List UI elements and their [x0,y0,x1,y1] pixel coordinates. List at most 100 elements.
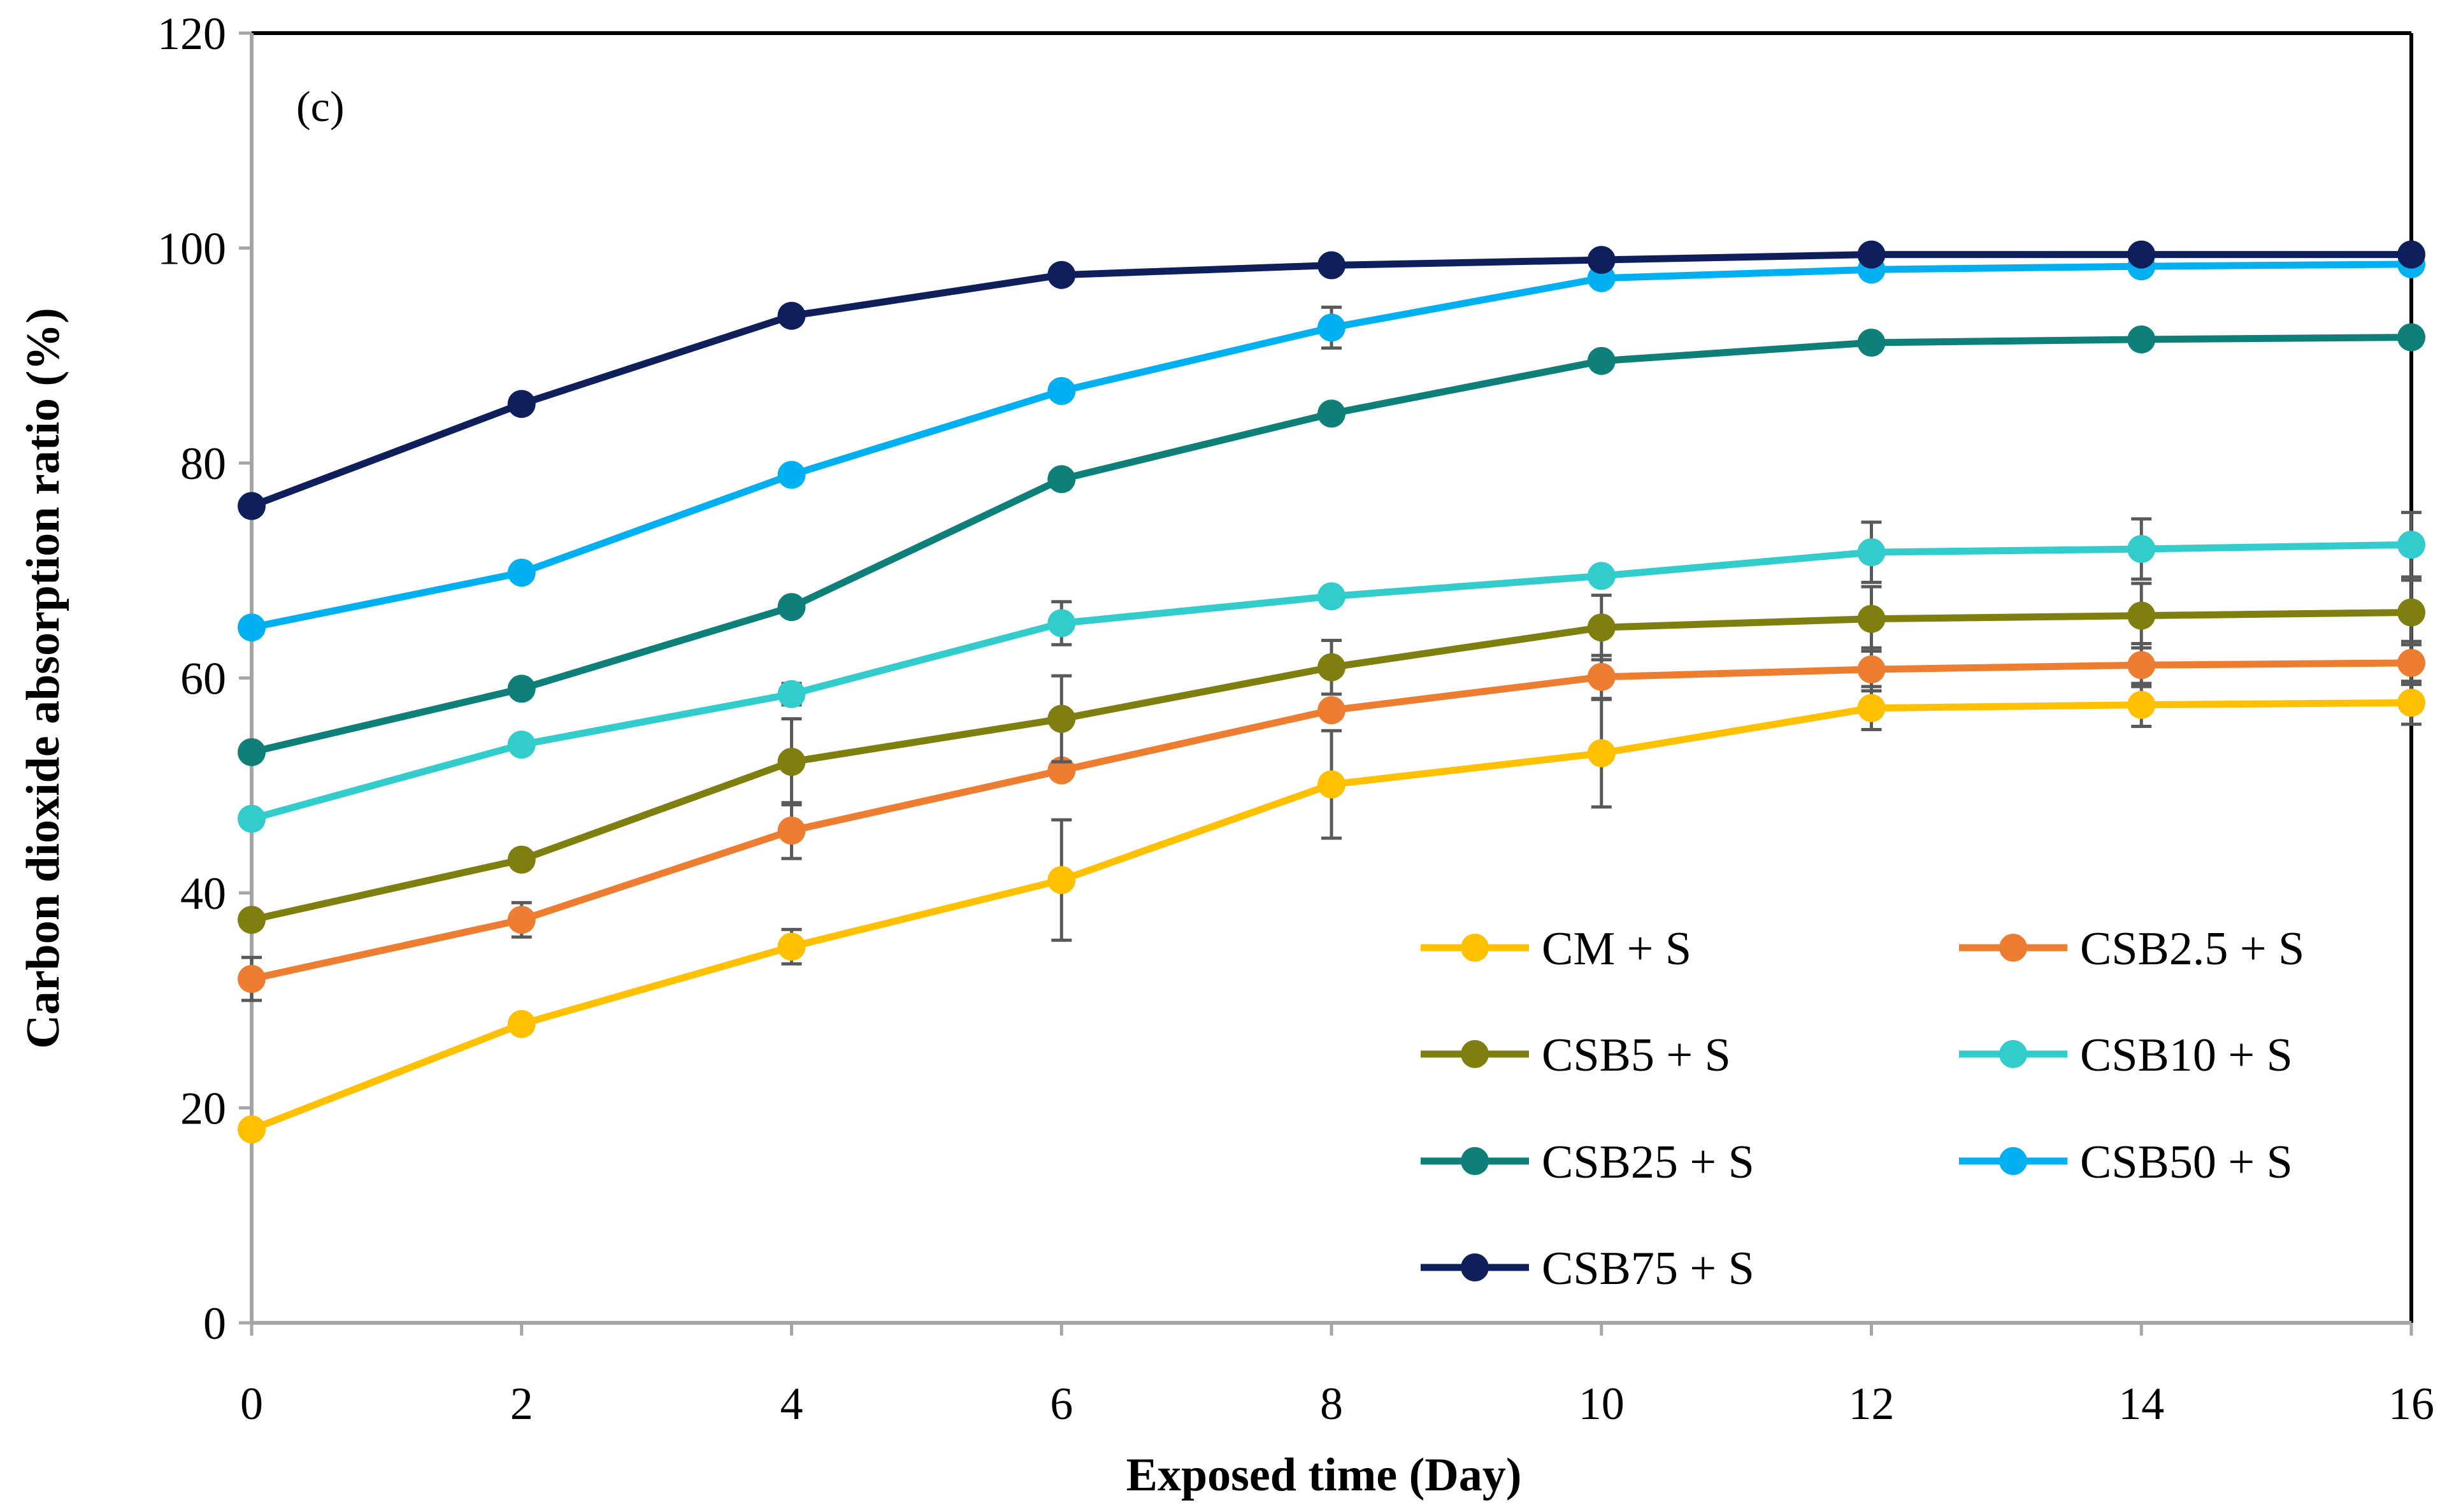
data-point [507,674,536,703]
data-point [777,817,806,845]
data-point [238,738,266,766]
legend-marker [1461,934,1489,962]
data-point [507,731,536,759]
data-point [507,845,536,874]
data-point [1317,313,1345,342]
data-point [1047,376,1076,405]
x-tick-label: 14 [2118,1378,2164,1429]
data-point [1857,538,1886,567]
legend-item: CSB2.5 + S [1959,923,2304,975]
y-tick-label: 100 [157,224,226,275]
legend-label: CSB10 + S [2080,1029,2293,1081]
data-point [238,492,266,520]
data-point [2397,323,2425,352]
legend-label: CSB25 + S [1542,1136,1755,1188]
data-point [1047,260,1076,289]
data-point [2397,688,2425,717]
legend-marker [1461,1147,1489,1175]
legend-label: CM + S [1542,923,1691,975]
data-point [2397,240,2425,269]
data-point [238,804,266,833]
data-point [1587,346,1616,375]
data-point [1587,562,1616,590]
y-tick-label: 80 [180,438,226,489]
data-point [1857,240,1886,269]
data-point [1587,739,1616,767]
data-point [2127,690,2156,719]
data-point [507,390,536,418]
data-point [777,301,806,330]
y-axis-ticks: 0 20 40 60 80 100 120 [157,8,252,1349]
x-tick-label: 10 [1579,1378,1625,1429]
data-point [777,932,806,961]
series-cm-s [238,680,2425,1144]
data-point [2127,240,2156,269]
legend-item: CSB10 + S [1959,1029,2293,1081]
y-tick-label: 0 [203,1298,226,1349]
data-point [1857,329,1886,357]
series-csb10-s [238,511,2425,833]
y-axis-title: Carbon dioxide absorption ratio (%) [17,308,69,1049]
data-point [238,1115,266,1144]
y-tick-label: 20 [180,1083,226,1134]
data-point [2397,531,2425,559]
data-point [1857,694,1886,722]
data-point [507,559,536,587]
x-axis-ticks: 0 2 4 6 8 10 12 14 16 [240,1323,2434,1429]
data-point [507,1009,536,1038]
legend-marker [1999,1147,2027,1175]
legend-item: CSB50 + S [1959,1136,2293,1188]
data-point [777,748,806,776]
data-point [2127,535,2156,563]
data-point [238,613,266,642]
x-tick-label: 16 [2388,1378,2434,1429]
legend-label: CSB50 + S [2080,1136,2293,1188]
data-point [1587,246,1616,275]
legend-label: CSB75 + S [1542,1243,1755,1295]
y-tick-label: 40 [180,868,226,919]
data-point [2397,648,2425,677]
x-tick-label: 12 [1849,1378,1895,1429]
legend-marker [1461,1253,1489,1281]
data-point [1857,655,1886,683]
data-point [1317,653,1345,681]
data-point [2127,325,2156,353]
series-csb25-s [238,323,2425,766]
legend-item: CSB75 + S [1421,1243,1755,1295]
legend-marker [1461,1040,1489,1068]
data-point [1587,613,1616,642]
data-point [1317,582,1345,611]
data-point [1317,770,1345,799]
x-tick-label: 6 [1050,1378,1073,1429]
data-point [238,965,266,993]
data-point [507,906,536,934]
data-point [1047,465,1076,494]
data-point [1317,251,1345,280]
data-point [1047,704,1076,733]
legend-item: CM + S [1421,923,1691,975]
data-point [777,460,806,489]
data-point [238,906,266,934]
legend-marker [1999,934,2027,962]
data-point [777,593,806,622]
data-point [2397,598,2425,627]
data-point [1317,696,1345,725]
data-point [1857,604,1886,633]
legend-item: CSB5 + S [1421,1029,1731,1081]
x-tick-label: 4 [780,1378,803,1429]
y-tick-label: 60 [180,653,226,704]
x-axis-title: Exposed time (Day) [1126,1449,1522,1501]
series-csb5-s [238,578,2425,934]
data-point [1047,866,1076,894]
y-tick-label: 120 [157,8,226,59]
data-point [2127,601,2156,630]
legend-label: CSB2.5 + S [2080,923,2304,975]
legend-label: CSB5 + S [1542,1029,1731,1081]
x-tick-label: 0 [240,1378,263,1429]
data-point [1587,662,1616,691]
legend-marker [1999,1040,2027,1068]
data-point [777,680,806,708]
x-tick-label: 2 [510,1378,533,1429]
series-csb75-s [238,240,2425,520]
